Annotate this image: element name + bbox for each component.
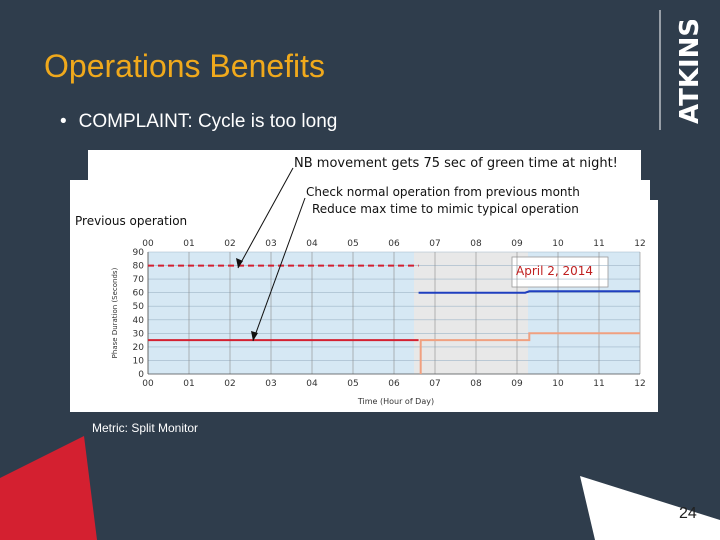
callout-nb-movement: NB movement gets 75 sec of green time at… <box>294 156 618 171</box>
chart-caption: Metric: Split Monitor <box>92 421 199 435</box>
plot-night-band <box>148 252 414 374</box>
bullet-dot-icon: • <box>60 111 67 132</box>
tick-layer: 0102030405060708090000001010202030304040… <box>133 239 646 389</box>
y-tick-label: 40 <box>133 316 145 326</box>
x-tick-label-top: 02 <box>224 239 235 249</box>
x-tick-label-top: 05 <box>347 239 358 249</box>
y-axis-label: Phase Duration (Seconds) <box>111 267 119 358</box>
y-tick-label: 90 <box>133 248 145 258</box>
brand-logo-text: ATKINS <box>675 20 705 124</box>
x-tick-label-bottom: 02 <box>224 379 235 389</box>
x-tick-label-bottom: 07 <box>429 379 440 389</box>
x-tick-label-bottom: 10 <box>552 379 564 389</box>
x-tick-label-top: 07 <box>429 239 440 249</box>
series-line <box>418 290 640 294</box>
date-label-box <box>511 256 609 288</box>
arrow-head-2 <box>251 331 258 341</box>
slide-title: Operations Benefits <box>44 48 326 84</box>
arrow-line-1 <box>237 167 294 269</box>
arrow-head-1 <box>236 258 243 268</box>
callout-check-operation: Check normal operation from previous mon… <box>306 185 580 199</box>
x-tick-label-top: 11 <box>593 239 604 249</box>
y-tick-label: 80 <box>133 262 145 272</box>
x-tick-label-top: 08 <box>470 239 482 249</box>
x-tick-label-top: 09 <box>511 239 523 249</box>
bullet-item: • COMPLAINT: Cycle is too long <box>60 111 337 133</box>
date-label: April 2, 2014 <box>516 264 594 278</box>
bullet-text: COMPLAINT: Cycle is too long <box>78 111 338 132</box>
plot-gray-band <box>414 252 528 374</box>
y-tick-label: 60 <box>133 289 145 299</box>
y-tick-label: 70 <box>133 275 145 285</box>
x-tick-label-bottom: 11 <box>593 379 604 389</box>
x-tick-label-bottom: 00 <box>142 379 154 389</box>
x-tick-label-top: 03 <box>265 239 276 249</box>
y-tick-label: 0 <box>138 370 144 380</box>
x-tick-label-top: 00 <box>142 239 154 249</box>
x-tick-label-top: 01 <box>183 239 194 249</box>
red-accent-shape <box>0 436 97 540</box>
callout-box-1 <box>88 150 641 182</box>
x-tick-label-bottom: 08 <box>470 379 482 389</box>
grid-layer <box>147 251 641 375</box>
x-tick-label-bottom: 01 <box>183 379 194 389</box>
y-tick-label: 20 <box>133 343 145 353</box>
y-tick-label: 30 <box>133 329 145 339</box>
brand-logo: ATKINS <box>662 18 712 130</box>
x-tick-label-top: 04 <box>306 239 318 249</box>
series-line <box>419 332 640 374</box>
brand-logo-graphic: ATKINS <box>675 18 705 124</box>
x-tick-label-top: 10 <box>552 239 564 249</box>
y-tick-label: 10 <box>133 356 145 366</box>
x-axis-label: Time (Hour of Day) <box>357 397 434 406</box>
callout-reduce-max: Reduce max time to mimic typical operati… <box>312 202 579 216</box>
series-layer <box>148 264 640 374</box>
x-tick-label-top: 12 <box>634 239 645 249</box>
page-number: 24 <box>679 505 697 522</box>
x-tick-label-bottom: 12 <box>634 379 645 389</box>
x-tick-label-bottom: 03 <box>265 379 276 389</box>
panel-label: Previous operation <box>75 214 188 228</box>
x-tick-label-bottom: 09 <box>511 379 523 389</box>
y-tick-label: 50 <box>133 302 145 312</box>
x-tick-label-top: 06 <box>388 239 400 249</box>
x-tick-label-bottom: 05 <box>347 379 358 389</box>
arrow-line-2 <box>252 197 306 342</box>
white-accent-shape <box>580 476 720 540</box>
x-tick-label-bottom: 04 <box>306 379 318 389</box>
x-tick-label-bottom: 06 <box>388 379 400 389</box>
